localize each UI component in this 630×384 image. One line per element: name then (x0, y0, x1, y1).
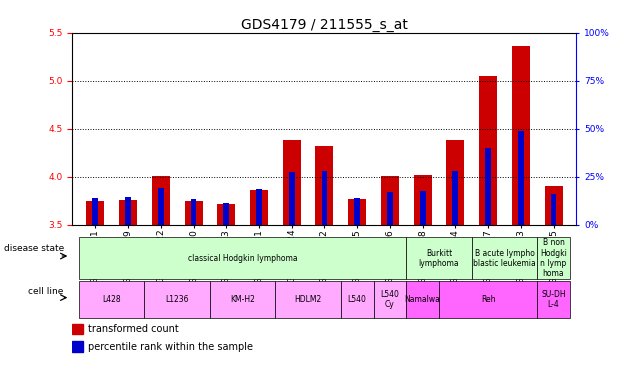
Bar (512, 46, 530, 225)
Text: SU-DH
L-4: SU-DH L-4 (541, 290, 566, 309)
Text: cell line: cell line (28, 286, 64, 296)
Bar (119, 200, 137, 225)
Bar (125, 197, 131, 225)
Bar (144, 281, 210, 318)
Bar (479, 76, 497, 225)
Bar (387, 192, 393, 225)
Text: disease state: disease state (4, 244, 64, 253)
Bar (518, 131, 524, 225)
Bar (72, 324, 83, 334)
Bar (381, 176, 399, 225)
Text: transformed count: transformed count (88, 324, 179, 334)
Text: L540
Cy: L540 Cy (381, 290, 399, 309)
Bar (185, 201, 202, 225)
Text: B acute lympho
blastic leukemia: B acute lympho blastic leukemia (473, 248, 536, 268)
Bar (414, 175, 432, 225)
Text: classical Hodgkin lymphoma: classical Hodgkin lymphoma (188, 254, 297, 263)
Bar (210, 281, 275, 318)
Bar (406, 237, 472, 280)
Bar (289, 172, 295, 225)
Text: HDLM2: HDLM2 (294, 295, 322, 304)
Bar (485, 148, 491, 225)
Bar (537, 237, 570, 280)
Bar (439, 281, 537, 318)
Bar (283, 140, 301, 225)
Text: B non
Hodgki
n lymp
homa: B non Hodgki n lymp homa (540, 238, 567, 278)
Bar (250, 190, 268, 225)
Text: L1236: L1236 (166, 295, 189, 304)
Bar (537, 281, 570, 318)
Bar (420, 191, 426, 225)
Bar (321, 171, 328, 225)
Title: GDS4179 / 211555_s_at: GDS4179 / 211555_s_at (241, 18, 408, 31)
Bar (341, 281, 374, 318)
Text: Namalwa: Namalwa (404, 295, 440, 304)
Text: KM-H2: KM-H2 (230, 295, 255, 304)
Bar (79, 237, 406, 280)
Bar (256, 189, 262, 225)
Bar (472, 237, 537, 280)
Bar (406, 281, 439, 318)
Bar (93, 198, 98, 225)
Bar (275, 281, 341, 318)
Bar (551, 194, 556, 225)
Bar (191, 199, 197, 225)
Bar (316, 146, 333, 225)
Bar (452, 171, 458, 225)
Bar (348, 199, 366, 225)
Bar (223, 203, 229, 225)
Bar (152, 176, 170, 225)
Bar (374, 281, 406, 318)
Bar (86, 201, 105, 225)
Text: Reh: Reh (481, 295, 495, 304)
Bar (158, 188, 164, 225)
Text: L428: L428 (103, 295, 121, 304)
Text: L540: L540 (348, 295, 367, 304)
Bar (447, 140, 464, 225)
Bar (354, 198, 360, 225)
Text: percentile rank within the sample: percentile rank within the sample (88, 341, 253, 352)
Bar (544, 186, 563, 225)
Bar (217, 204, 235, 225)
Bar (72, 341, 83, 352)
Bar (79, 281, 144, 318)
Text: Burkitt
lymphoma: Burkitt lymphoma (419, 248, 459, 268)
